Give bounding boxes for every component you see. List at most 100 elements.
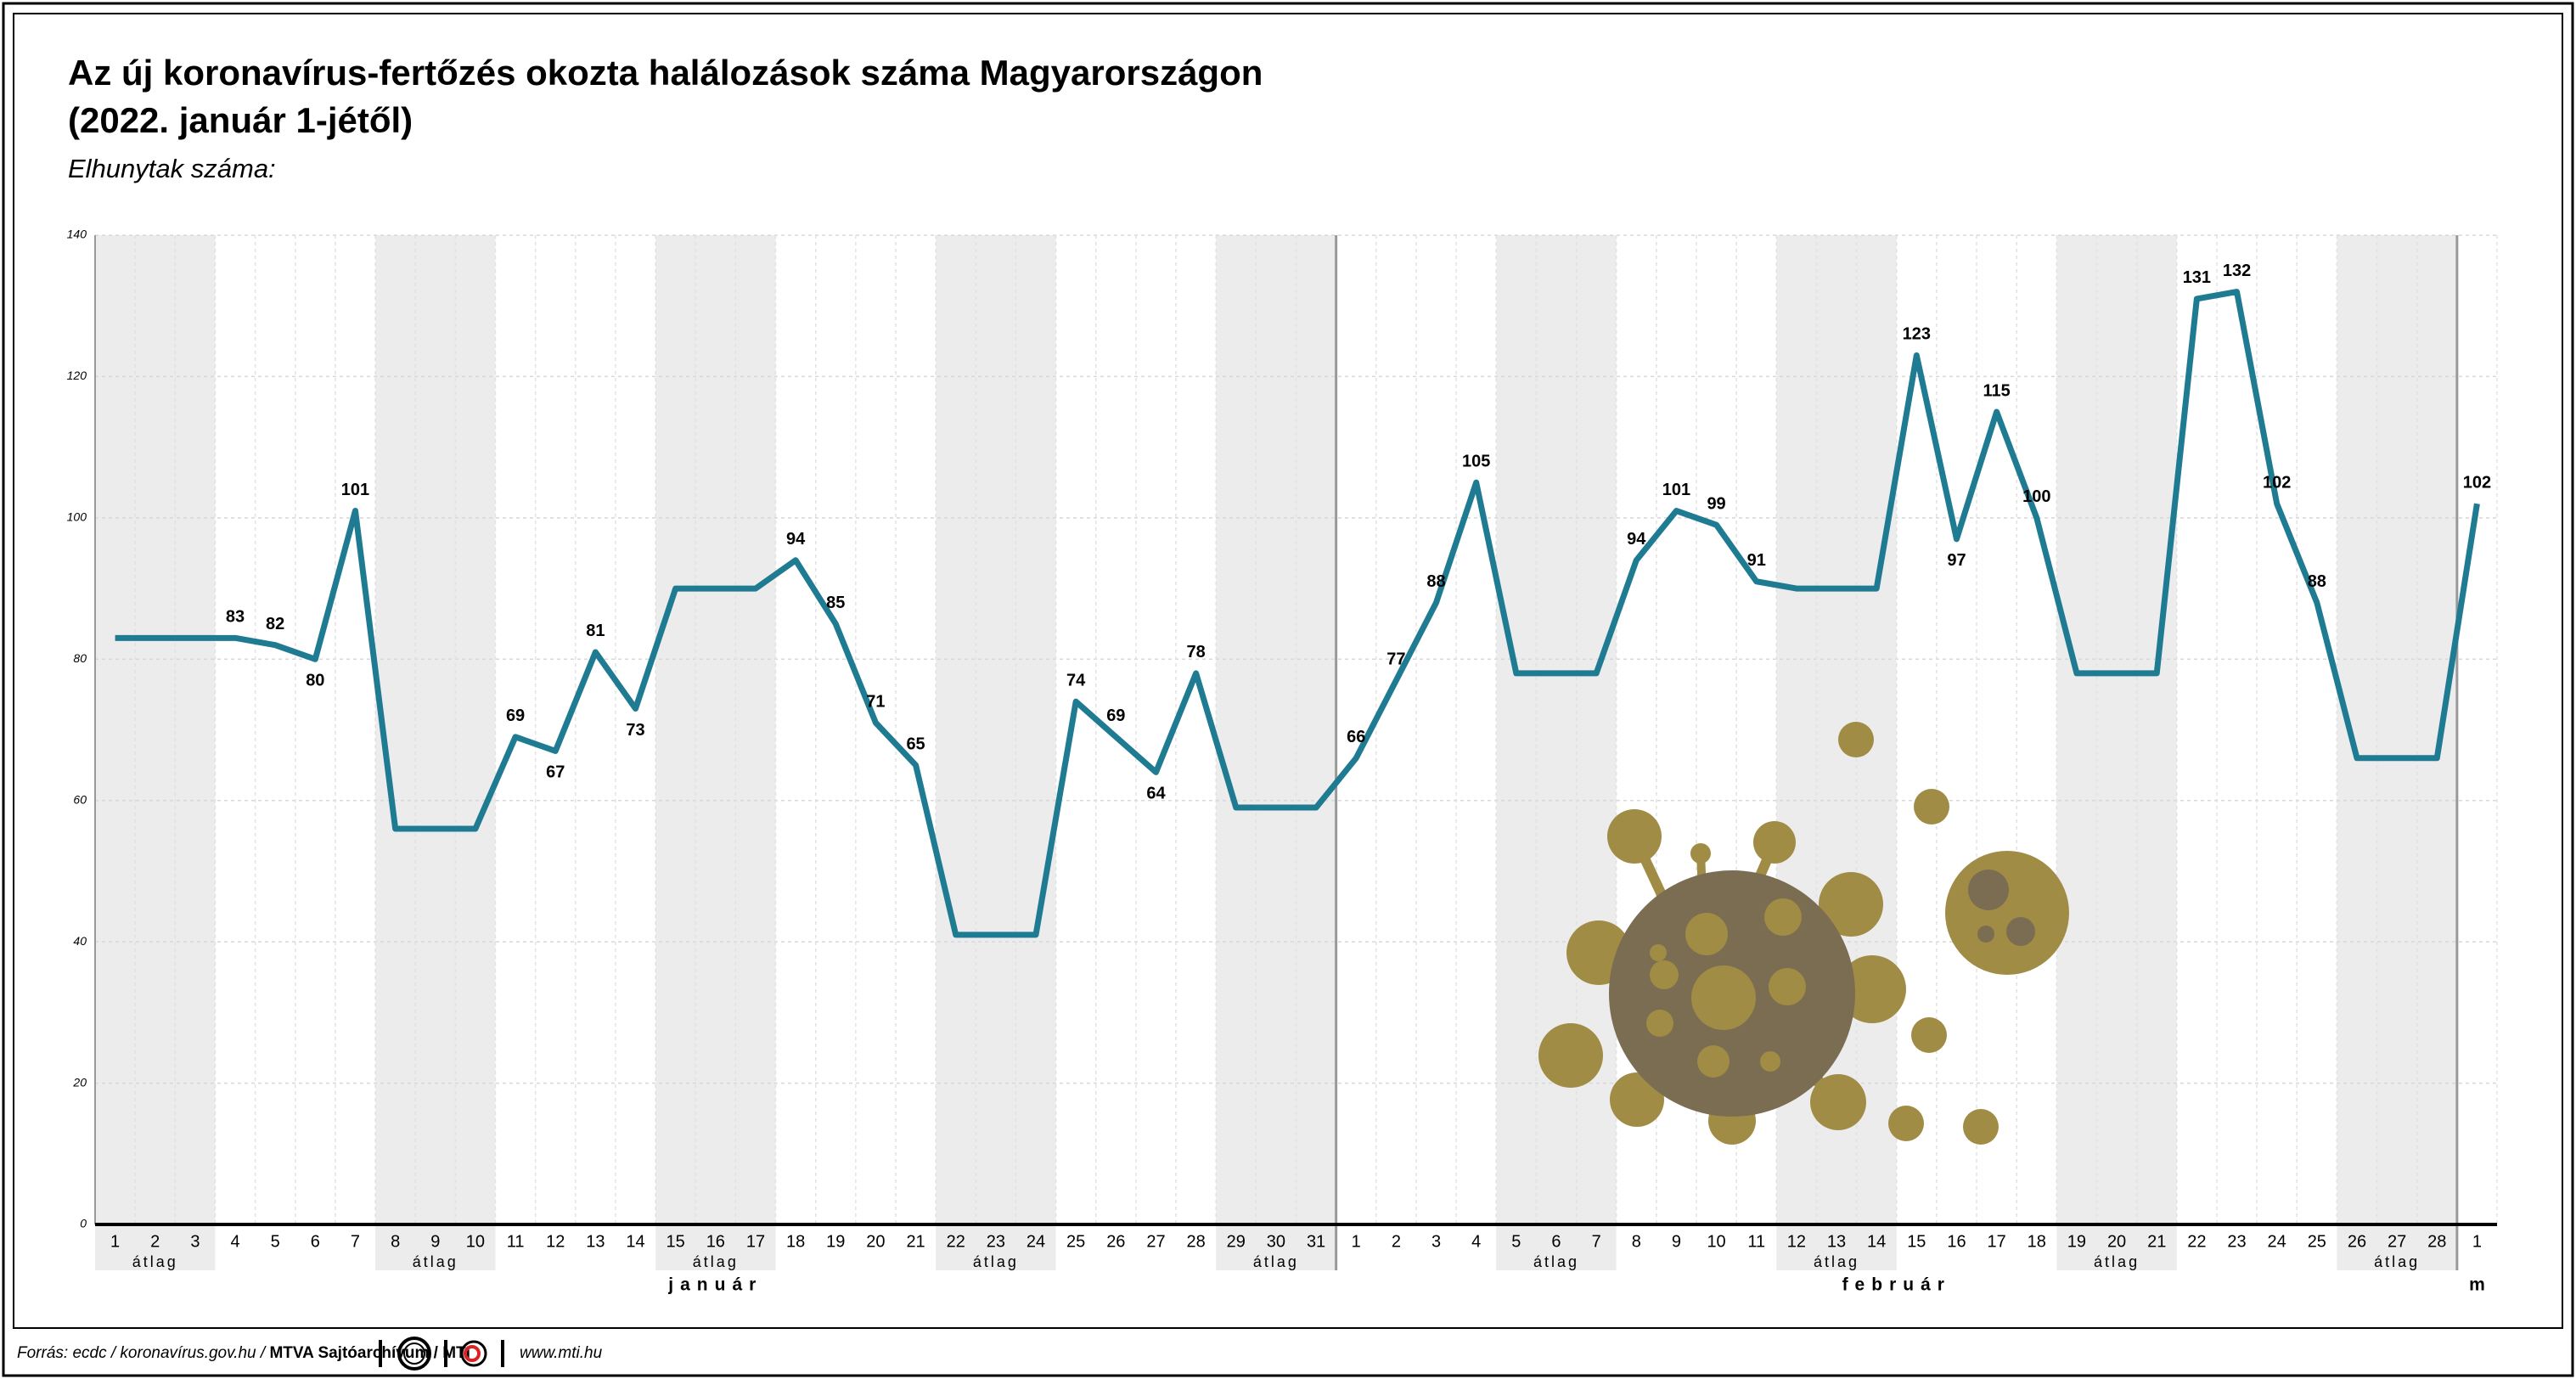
y-tick-label: 40 <box>73 934 87 948</box>
y-tick-label: 20 <box>72 1075 87 1089</box>
data-label: 105 <box>1462 453 1490 471</box>
data-label: 94 <box>786 530 806 549</box>
x-tick-label: 6 <box>311 1232 320 1251</box>
chart-title: Az új koronavírus-fertőzés okozta halálo… <box>68 53 1263 93</box>
chart-title: (2022. január 1-jétől) <box>68 100 413 140</box>
data-label: 115 <box>1983 381 2010 400</box>
data-label: 85 <box>826 594 845 612</box>
average-label: átlag <box>693 1253 739 1270</box>
foreground-layer: átlag átlag átlag átlag átlag átlag átlag átlag… <box>67 228 2497 1295</box>
x-tick-label: 19 <box>2067 1232 2086 1251</box>
average-label: átlag <box>2094 1253 2140 1270</box>
data-label: 83 <box>226 608 245 627</box>
y-tick-label: 120 <box>67 369 87 382</box>
x-tick-label: 25 <box>2308 1232 2326 1251</box>
x-tick-label: 1 <box>2472 1232 2482 1251</box>
data-label: 99 <box>1707 494 1725 513</box>
logos <box>379 1337 504 1371</box>
data-label: 67 <box>546 763 565 782</box>
x-tick-label: 28 <box>2427 1232 2446 1251</box>
source-note: Forrás: ecdc / koronavírus.gov.hu / MTVA… <box>17 1344 470 1362</box>
x-tick-label: 7 <box>1592 1232 1601 1251</box>
data-label: 73 <box>626 721 644 740</box>
x-tick-label: 17 <box>746 1232 765 1251</box>
data-label: 94 <box>1627 530 1646 549</box>
x-tick-label: 2 <box>1392 1232 1401 1251</box>
data-label: 102 <box>2463 473 2491 492</box>
y-tick-label: 60 <box>73 792 87 806</box>
background-layer <box>94 234 2498 1270</box>
x-tick-label: 13 <box>586 1232 605 1251</box>
average-band <box>95 235 216 1270</box>
data-label: 131 <box>2183 268 2211 287</box>
x-tick-label: 18 <box>786 1232 805 1251</box>
y-tick-label: 100 <box>67 510 87 524</box>
data-label: 82 <box>266 615 284 633</box>
chart-subtitle: Elhunytak száma: <box>68 154 276 183</box>
average-band <box>1496 235 1617 1270</box>
x-tick-label: 4 <box>1471 1232 1481 1251</box>
x-tick-label: 27 <box>1146 1232 1165 1251</box>
average-label: átlag <box>1533 1253 1579 1270</box>
data-label: 64 <box>1146 785 1166 803</box>
x-tick-label: 4 <box>230 1232 239 1251</box>
x-tick-label: 14 <box>626 1232 644 1251</box>
data-label: 88 <box>2308 572 2326 591</box>
x-tick-label: 10 <box>466 1232 485 1251</box>
data-label: 69 <box>506 706 525 725</box>
average-label: átlag <box>132 1253 178 1270</box>
source-bold: MTVA Sajtóarchívum / MTI <box>269 1344 470 1362</box>
x-tick-label: 1 <box>1352 1232 1361 1251</box>
x-tick-label: 19 <box>826 1232 845 1251</box>
average-band <box>936 235 1056 1270</box>
x-tick-label: 5 <box>1511 1232 1521 1251</box>
x-tick-label: 7 <box>351 1232 360 1251</box>
average-label: átlag <box>1253 1253 1299 1270</box>
x-tick-label: 5 <box>271 1232 280 1251</box>
x-tick-label: 25 <box>1066 1232 1085 1251</box>
y-tick-label: 140 <box>67 228 87 241</box>
x-tick-label: 28 <box>1187 1232 1206 1251</box>
x-tick-label: 9 <box>430 1232 440 1251</box>
x-tick-label: 13 <box>1827 1232 1846 1251</box>
x-tick-label: 21 <box>2147 1232 2166 1251</box>
data-label: 81 <box>586 622 605 640</box>
average-label: átlag <box>1814 1253 1859 1270</box>
data-label: 101 <box>341 481 369 499</box>
average-label: átlag <box>413 1253 458 1270</box>
data-label: 66 <box>1347 728 1365 746</box>
x-tick-label: 3 <box>190 1232 200 1251</box>
average-label: átlag <box>973 1253 1019 1270</box>
data-label: 97 <box>1947 551 1966 570</box>
x-tick-label: 27 <box>2388 1232 2406 1251</box>
x-tick-label: 24 <box>1026 1232 1045 1251</box>
data-label: 132 <box>2223 262 2251 280</box>
data-label: 71 <box>866 692 885 711</box>
x-tick-label: 15 <box>666 1232 685 1251</box>
average-band <box>375 235 496 1270</box>
data-label: 101 <box>1662 481 1690 499</box>
month-label: január <box>667 1275 762 1295</box>
data-line <box>115 289 2480 938</box>
x-tick-label: 20 <box>2107 1232 2126 1251</box>
data-label: 78 <box>1187 643 1206 661</box>
x-tick-label: 11 <box>507 1232 525 1251</box>
x-tick-label: 23 <box>987 1232 1005 1251</box>
average-band <box>655 235 776 1270</box>
x-tick-label: 16 <box>706 1232 725 1251</box>
x-tick-label: 17 <box>1988 1232 2006 1251</box>
x-tick-label: 30 <box>1267 1232 1285 1251</box>
data-label: 69 <box>1106 706 1125 725</box>
x-tick-label: 12 <box>546 1232 565 1251</box>
x-tick-label: 12 <box>1787 1232 1806 1251</box>
x-tick-label: 2 <box>150 1232 160 1251</box>
average-band <box>2056 235 2177 1270</box>
x-tick-label: 22 <box>2187 1232 2206 1251</box>
month-label: m <box>2469 1275 2485 1295</box>
x-tick-label: 8 <box>1632 1232 1641 1251</box>
data-label: 100 <box>2022 487 2050 506</box>
x-tick-label: 24 <box>2268 1232 2286 1251</box>
virus-illustration <box>1538 722 2069 1145</box>
x-tick-label: 6 <box>1551 1232 1561 1251</box>
data-label: 88 <box>1426 572 1445 591</box>
